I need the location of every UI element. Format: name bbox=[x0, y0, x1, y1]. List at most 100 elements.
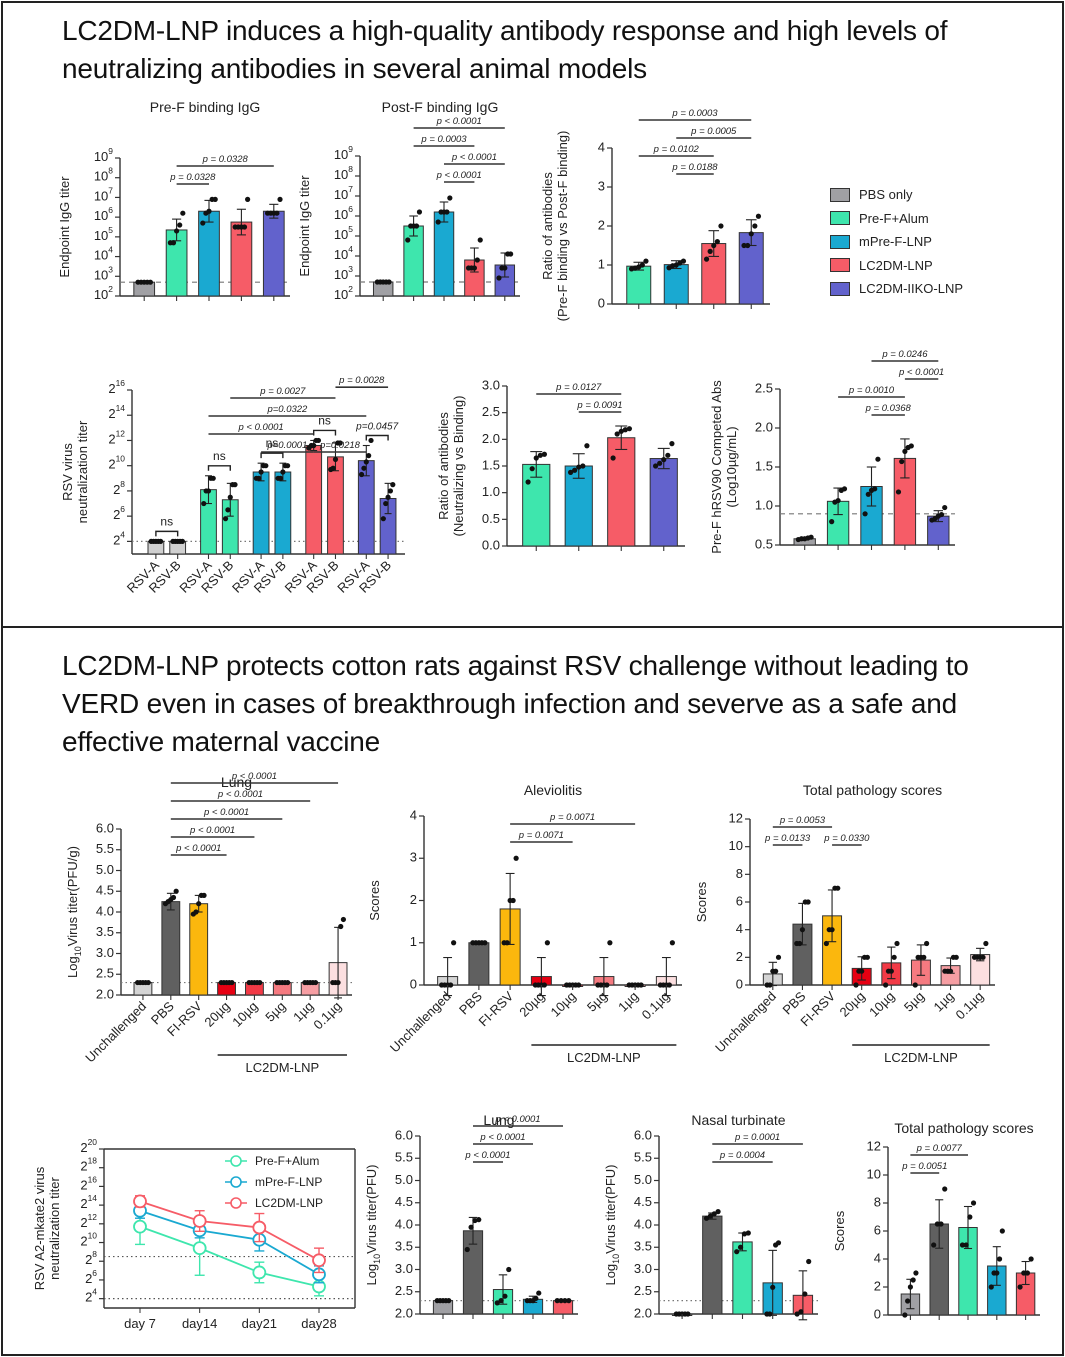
data-point bbox=[177, 222, 183, 228]
significance-label: ns bbox=[160, 514, 173, 528]
data-point bbox=[618, 428, 624, 434]
data-point bbox=[387, 488, 394, 494]
tick-label: 105 bbox=[334, 224, 353, 242]
data-point bbox=[980, 954, 986, 960]
data-point bbox=[643, 258, 649, 264]
data-point bbox=[908, 443, 914, 449]
data-point bbox=[405, 237, 411, 243]
data-point bbox=[907, 1284, 914, 1290]
significance-label: ns bbox=[318, 413, 331, 427]
tick-label: 106 bbox=[94, 205, 113, 223]
data-point bbox=[924, 940, 930, 947]
headline-cotton-rat-protection: LC2DM-LNP protects cotton rats against R… bbox=[62, 650, 969, 757]
tick-label: 107 bbox=[94, 186, 113, 204]
data-point bbox=[464, 1246, 470, 1253]
y-axis-label: Scores bbox=[694, 881, 709, 922]
data-point bbox=[921, 954, 927, 960]
tick-label: 1.5 bbox=[755, 458, 773, 473]
significance-label: p < 0.0001 bbox=[436, 170, 482, 181]
data-point bbox=[332, 456, 339, 462]
data-point bbox=[775, 954, 782, 960]
data-point bbox=[895, 489, 902, 495]
tick-label: 103 bbox=[94, 265, 113, 283]
y-axis-label: Endpoint IgG titer bbox=[297, 175, 312, 277]
data-point bbox=[707, 248, 713, 254]
data-point bbox=[626, 426, 633, 432]
y-axis-label: (Neutralizing vs Binding) bbox=[451, 396, 466, 537]
data-point bbox=[133, 1194, 147, 1209]
tick-label: 210 bbox=[108, 454, 125, 472]
data-point bbox=[1024, 1270, 1031, 1276]
data-point bbox=[942, 1186, 948, 1192]
data-point bbox=[192, 1214, 207, 1228]
significance-label: p=0.0457 bbox=[355, 422, 398, 433]
data-point bbox=[734, 1249, 740, 1255]
data-point bbox=[206, 208, 212, 214]
tick-label: 1 bbox=[598, 256, 605, 271]
chart-title: Total pathology scores bbox=[894, 1120, 1033, 1136]
data-point bbox=[988, 1284, 994, 1290]
legend-swatch bbox=[830, 187, 850, 202]
data-point bbox=[536, 1290, 542, 1296]
data-point bbox=[703, 1215, 710, 1221]
data-point bbox=[245, 196, 251, 202]
tick-label: 220 bbox=[80, 1137, 97, 1155]
data-point bbox=[285, 979, 291, 986]
tick-label: 103 bbox=[334, 264, 353, 282]
data-point bbox=[829, 927, 835, 933]
tick-label: 109 bbox=[94, 146, 113, 164]
legend-item: mPre-F-LNP bbox=[830, 230, 963, 254]
significance-label: p < 0.0001 bbox=[479, 1132, 525, 1143]
data-point bbox=[680, 258, 687, 264]
tick-label: 3.0 bbox=[482, 377, 500, 392]
legend-swatch bbox=[830, 211, 850, 226]
data-point bbox=[669, 441, 675, 447]
tick-label: 6.0 bbox=[395, 1127, 413, 1142]
data-point bbox=[201, 500, 207, 507]
series-line bbox=[139, 1225, 320, 1288]
data-point bbox=[607, 940, 613, 946]
group-label: LC2DM-LNP bbox=[245, 1060, 319, 1075]
tick-label: 2.5 bbox=[482, 404, 500, 419]
data-point bbox=[580, 463, 586, 469]
data-point bbox=[468, 1224, 474, 1230]
tick-label: 106 bbox=[334, 204, 353, 222]
data-point bbox=[200, 220, 206, 226]
tick-label: 2.0 bbox=[96, 986, 114, 1001]
data-point bbox=[707, 1213, 713, 1219]
tick-label: 4.5 bbox=[395, 1194, 413, 1209]
tick-label: 4 bbox=[598, 139, 605, 154]
tick-label: 4 bbox=[736, 921, 743, 936]
data-point bbox=[210, 475, 216, 481]
data-point bbox=[665, 452, 671, 458]
data-point bbox=[891, 954, 897, 960]
significance-label: p = 0.0001 bbox=[734, 1132, 780, 1143]
data-point bbox=[752, 223, 758, 229]
data-point bbox=[252, 1220, 267, 1235]
data-point bbox=[799, 927, 806, 933]
tick-label: 108 bbox=[94, 166, 113, 184]
legend-label: Pre-F+Alum bbox=[255, 1154, 319, 1168]
tick-label: 4.5 bbox=[96, 883, 114, 898]
data-point bbox=[572, 467, 578, 473]
data-point bbox=[737, 1244, 744, 1250]
data-point bbox=[883, 982, 889, 988]
tick-label: 12 bbox=[729, 810, 743, 825]
data-point bbox=[745, 1230, 751, 1236]
data-point bbox=[604, 982, 610, 988]
data-point bbox=[368, 437, 374, 444]
tick-label: 214 bbox=[108, 403, 125, 421]
tick-label: 0.5 bbox=[482, 511, 500, 526]
data-point bbox=[533, 1295, 539, 1302]
tick-label: 2.5 bbox=[96, 966, 114, 981]
bar bbox=[564, 465, 593, 547]
data-point bbox=[959, 1242, 966, 1248]
data-point bbox=[496, 275, 502, 281]
significance-bracket bbox=[260, 452, 284, 459]
group-label: LC2DM-LNP bbox=[567, 1050, 641, 1065]
chart-title: Lung bbox=[221, 774, 252, 790]
data-point bbox=[277, 196, 283, 202]
tick-label: 3.0 bbox=[395, 1261, 413, 1276]
